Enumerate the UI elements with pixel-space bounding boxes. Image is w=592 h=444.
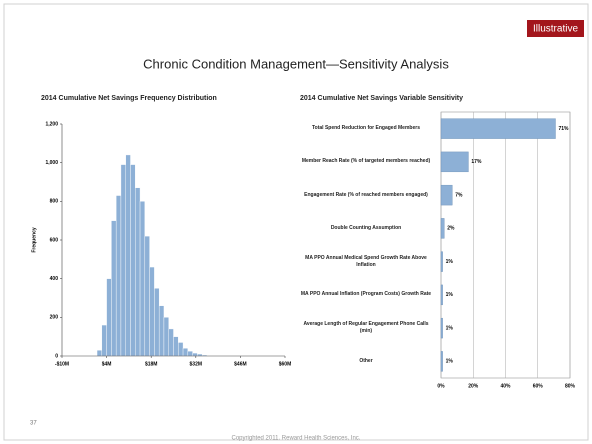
y-tick-label: 1,000 xyxy=(45,160,58,166)
bar xyxy=(440,251,443,272)
bar xyxy=(111,220,117,357)
bar xyxy=(125,154,131,357)
x-tick-label: 60% xyxy=(533,383,544,389)
chart-title: 2014 Cumulative Net Savings Frequency Di… xyxy=(41,95,217,102)
slide-frame xyxy=(3,3,589,441)
bar xyxy=(440,184,453,206)
x-tick-label: $18M xyxy=(145,361,158,367)
category-label: Total Spend Reduction for Engaged Member… xyxy=(312,125,420,132)
bar xyxy=(144,235,150,357)
y-tick-label: 600 xyxy=(50,237,59,243)
x-tick-label: 20% xyxy=(468,383,479,389)
y-tick-label: 1,200 xyxy=(45,121,58,127)
chart-title: 2014 Cumulative Net Savings Variable Sen… xyxy=(300,95,463,102)
value-label: 17% xyxy=(471,159,482,165)
category-label: MA PPO Annual Inflation (Program Costs) … xyxy=(300,291,432,298)
bar xyxy=(101,324,107,357)
bar xyxy=(115,195,122,357)
bar xyxy=(182,348,189,357)
x-tick-label: 0% xyxy=(437,383,445,389)
bar xyxy=(154,288,160,357)
y-tick-label: 400 xyxy=(50,276,59,282)
bar xyxy=(163,317,169,357)
x-tick-label: 80% xyxy=(565,383,576,389)
category-label: Member Reach Rate (% of targeted members… xyxy=(301,158,431,165)
x-tick-label: 40% xyxy=(500,383,511,389)
bar xyxy=(187,350,193,357)
bar xyxy=(440,317,443,339)
x-tick-label: $4M xyxy=(102,361,112,367)
page-number: 37 xyxy=(30,421,37,427)
x-tick-label: $32M xyxy=(190,361,203,367)
y-tick-label: 0 xyxy=(55,353,58,359)
bar xyxy=(178,342,184,357)
bar xyxy=(192,352,198,357)
bar xyxy=(440,118,556,139)
value-label: 1% xyxy=(446,292,454,298)
bar xyxy=(96,350,103,357)
badge xyxy=(527,20,584,37)
value-label: 1% xyxy=(446,359,454,365)
bar xyxy=(440,218,445,239)
bar xyxy=(130,164,136,357)
value-label: 1% xyxy=(446,259,454,265)
value-label: 71% xyxy=(558,126,569,132)
y-axis-label: Frequency xyxy=(31,227,37,253)
bar xyxy=(440,151,469,173)
bar xyxy=(440,351,443,372)
bar xyxy=(149,266,155,357)
slide-title: Chronic Condition Management—Sensitivity… xyxy=(143,56,449,71)
y-tick-label: 200 xyxy=(50,315,59,321)
bar xyxy=(158,305,165,357)
category-label: Average Length of Regular Engagement Pho… xyxy=(303,321,429,335)
value-label: 2% xyxy=(447,226,455,232)
bar xyxy=(168,328,174,357)
category-label: Other xyxy=(359,357,373,364)
bar xyxy=(106,278,112,357)
bar xyxy=(173,336,179,357)
x-tick-label: -$10M xyxy=(55,361,69,367)
bar xyxy=(135,187,141,357)
category-label: Engagement Rate (% of reached members en… xyxy=(304,191,428,198)
bar xyxy=(139,201,146,357)
y-tick-label: 800 xyxy=(50,199,59,205)
value-label: 7% xyxy=(455,192,463,198)
value-label: 1% xyxy=(446,325,454,331)
badge-text: Illustrative xyxy=(533,24,578,35)
x-tick-label: $60M xyxy=(279,361,292,367)
x-tick-label: $46M xyxy=(234,361,247,367)
category-label: MA PPO Annual Medical Spend Growth Rate … xyxy=(305,254,427,268)
bar xyxy=(440,284,443,306)
category-label: Double Counting Assumption xyxy=(330,224,402,231)
copyright: Copyrighted 2011. Reward Health Sciences… xyxy=(232,436,361,442)
bar xyxy=(120,164,126,357)
